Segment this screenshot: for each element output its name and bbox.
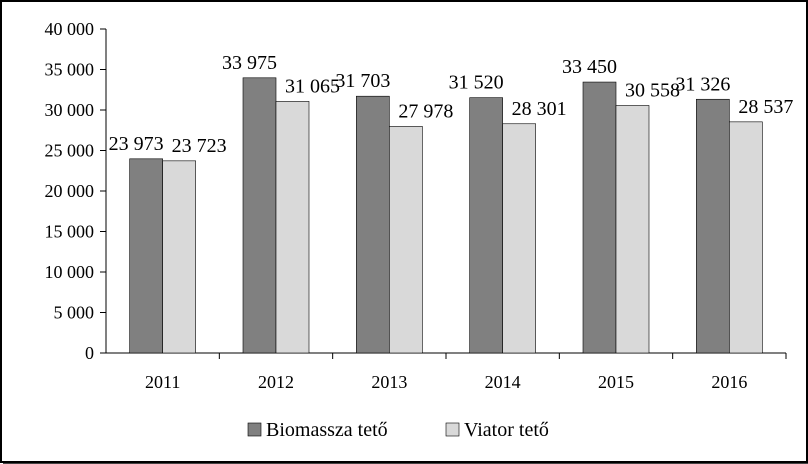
bar-biomassza xyxy=(696,98,730,354)
data-label: 31 326 xyxy=(675,73,730,95)
bar-viator xyxy=(729,121,763,354)
data-label: 33 450 xyxy=(562,56,617,78)
data-label: 31 703 xyxy=(335,70,390,92)
bar-viator xyxy=(615,105,650,354)
y-tick-label: 10 000 xyxy=(45,262,95,282)
x-tick-label: 2014 xyxy=(485,372,521,392)
y-tick-label: 25 000 xyxy=(45,141,95,161)
legend-label: Viator tető xyxy=(464,419,549,441)
bar-biomassza xyxy=(469,97,503,354)
bar-biomassza xyxy=(129,158,163,354)
x-tick-label: 2015 xyxy=(598,372,634,392)
x-tick-label: 2016 xyxy=(711,372,747,392)
data-label: 27 978 xyxy=(398,100,453,122)
legend-swatch xyxy=(445,422,460,437)
bar-biomassza xyxy=(242,77,277,354)
y-tick-label: 30 000 xyxy=(45,100,95,120)
x-tick-label: 2012 xyxy=(258,372,294,392)
bar-viator xyxy=(502,123,536,354)
data-label: 30 558 xyxy=(625,79,680,101)
bar-viator xyxy=(389,126,423,354)
bar-viator xyxy=(275,101,310,354)
y-tick-label: 20 000 xyxy=(45,181,95,201)
data-label: 23 973 xyxy=(109,133,164,155)
legend-label: Biomassza tető xyxy=(266,419,388,441)
y-tick-label: 15 000 xyxy=(45,222,95,242)
data-label: 31 065 xyxy=(285,75,340,97)
bar-viator xyxy=(162,160,196,354)
bar-biomassza xyxy=(356,95,390,354)
y-tick-label: 40 000 xyxy=(45,19,95,39)
x-tick-label: 2013 xyxy=(371,372,407,392)
x-tick-label: 2011 xyxy=(145,372,180,392)
data-label: 33 975 xyxy=(222,52,277,74)
data-label: 23 723 xyxy=(172,135,227,157)
y-tick-label: 35 000 xyxy=(45,60,95,80)
legend-swatch xyxy=(247,422,262,437)
bar-biomassza xyxy=(582,81,617,354)
y-tick-label: 5 000 xyxy=(54,303,95,323)
data-label: 28 537 xyxy=(738,96,793,118)
data-label: 28 301 xyxy=(512,98,567,120)
y-tick-label: 0 xyxy=(85,343,94,363)
data-label: 31 520 xyxy=(449,72,504,94)
